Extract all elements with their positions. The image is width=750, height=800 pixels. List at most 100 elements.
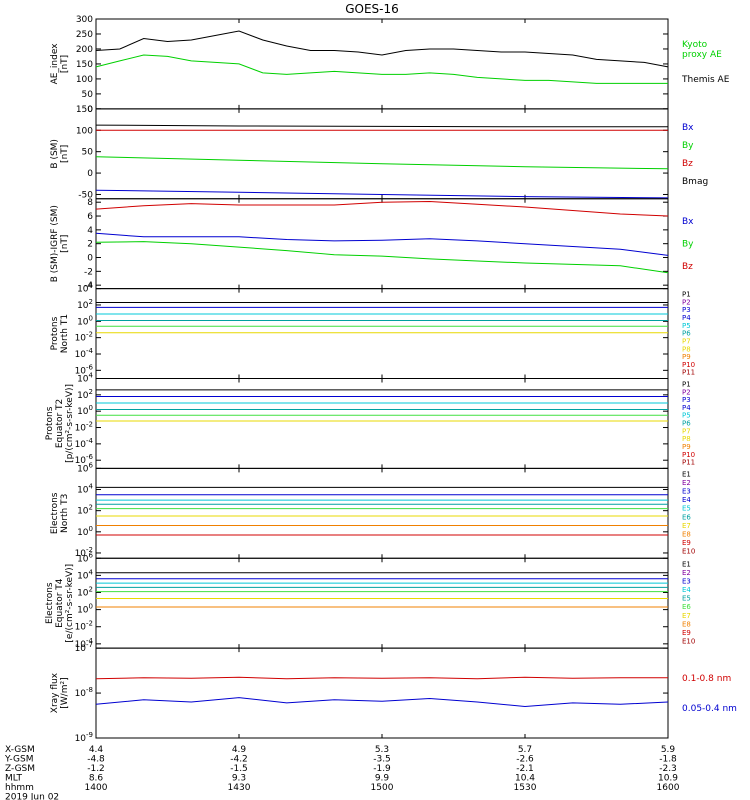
series-line-themis-ae: [95, 30, 669, 68]
panel-frame: [95, 378, 669, 469]
x-axis-row-label: hhmm: [5, 783, 34, 793]
y-tick-label: 0: [87, 254, 93, 264]
legend-label: Bmag: [682, 177, 708, 187]
legend-label: P9: [682, 443, 691, 451]
y-tick-label: -4: [84, 281, 93, 291]
legend-label: 0.1-0.8 nm: [682, 674, 731, 684]
legend-label: E9: [682, 629, 691, 637]
y-tick-label: 2: [87, 240, 93, 250]
y-tick-label: 200: [76, 45, 93, 55]
y-axis-label: B (SM)[nT]: [50, 139, 70, 169]
legend-label: E1: [682, 560, 691, 568]
legend-label: E4: [682, 586, 691, 594]
legend-label: P6: [682, 420, 691, 428]
legend-label: P7: [682, 337, 691, 345]
x-axis-value: 1530: [514, 783, 537, 793]
series-line-by: [95, 156, 669, 170]
legend: Bx By Bz: [682, 217, 694, 272]
legend-label: E1: [682, 470, 691, 478]
legend-label: P2: [682, 298, 691, 306]
y-axis-label: Xray flux[W/m²]: [50, 672, 70, 713]
y-tick-label: 102: [77, 298, 93, 311]
legend-label: P4: [682, 404, 691, 412]
y-tick-label: 10-8: [75, 686, 93, 699]
series-line-kyoto-proxy-ae: [95, 54, 668, 84]
x-axis-value: 5.3: [375, 745, 389, 755]
legend-label: P8: [682, 345, 691, 353]
panel-frame: [95, 18, 669, 110]
series-line-by: [95, 241, 669, 274]
panel-frame: [95, 108, 669, 200]
x-axis-value: 4.4: [89, 745, 104, 755]
y-tick-label: 10-7: [75, 641, 93, 654]
x-axis-row-label: X-GSM: [5, 745, 35, 755]
y-tick-label: 106: [77, 461, 93, 474]
y-tick-label: 106: [77, 551, 93, 564]
series-line-bx: [95, 232, 669, 256]
y-tick-label: 6: [87, 212, 93, 222]
x-axis-value: -4.2: [230, 755, 248, 765]
y-tick-label: 104: [77, 483, 93, 496]
y-tick-label: 104: [77, 568, 93, 581]
y-tick-label: 10-4: [75, 437, 94, 450]
legend-label: By: [682, 141, 694, 151]
legend-label: P11: [682, 369, 695, 377]
y-tick-label: 0: [87, 169, 93, 179]
y-tick-label: 10-9: [75, 731, 93, 744]
x-axis-value: -1.8: [659, 755, 677, 765]
legend-label: P3: [682, 396, 691, 404]
y-axis-label: ElectronsNorth T3: [50, 492, 70, 534]
legend: Bx By Bz Bmag: [682, 123, 708, 187]
panel-frame: [95, 647, 669, 739]
series-line-bz: [95, 200, 669, 217]
y-tick-label: 100: [77, 404, 93, 417]
y-tick-label: 10-6: [75, 453, 94, 466]
x-axis-value: -2.6: [516, 755, 534, 765]
legend-label: E6: [682, 603, 691, 611]
legend: 0.1-0.8 nm 0.05-0.4 nm: [682, 674, 737, 714]
x-axis-table: X-GSM 4.4 4.9 5.3 5.7 5.9 Y-GSM -4.8 -4.2 -3.5 -2.…: [4, 745, 680, 800]
plot-title: GOES-16: [345, 2, 399, 16]
series-line-0-05-0-4-nm: [95, 697, 669, 708]
y-tick-label: 8: [87, 198, 93, 208]
legend-label: E8: [682, 530, 691, 538]
panel-pn: 104 102 100 10-2 10-4 10-6 ProtonsNorth T1 P1P2…: [50, 282, 695, 379]
legend-label: P1: [682, 381, 691, 389]
legend-label: Themis AE: [681, 75, 730, 85]
series-line-bmag: [95, 124, 668, 128]
date-label: 2019 Jun 02: [5, 793, 59, 800]
y-tick-label: 10-4: [75, 637, 94, 650]
x-axis-value: -2.1: [516, 764, 534, 774]
legend-label: P7: [682, 427, 691, 435]
legend-label: P3: [682, 306, 691, 314]
y-tick-label: 250: [76, 30, 93, 40]
legend-label: E5: [682, 505, 691, 513]
legend-label: P10: [682, 361, 695, 369]
y-axis-label: B (SM)-IGRF (SM)[nT]: [50, 205, 70, 282]
series-line-bx: [95, 189, 669, 199]
x-axis-row-label: Y-GSM: [4, 755, 33, 765]
x-axis-value: 4.9: [232, 745, 247, 755]
x-axis-value: -2.3: [659, 764, 677, 774]
y-tick-label: 0: [87, 105, 93, 115]
x-axis-value: -4.8: [87, 755, 105, 765]
panel-bdiff: 8 6 4 2 0 -2 -4 B (SM)-IGRF (SM)[nT] Bx By Bz: [50, 198, 694, 291]
legend-label: P1: [682, 291, 691, 299]
y-tick-label: 100: [77, 314, 93, 327]
y-tick-label: 50: [82, 148, 94, 158]
legend-label: Bz: [682, 262, 693, 272]
legend-label: proxy AE: [682, 50, 722, 60]
x-axis-value: 5.9: [661, 745, 676, 755]
x-axis-value: 1500: [371, 783, 394, 793]
legend-label: E10: [682, 638, 695, 646]
x-axis-row-label: MLT: [5, 774, 23, 784]
legend-label: E9: [682, 539, 691, 547]
legend-label: P8: [682, 435, 691, 443]
legend-label: E2: [682, 569, 691, 577]
x-axis-value: 8.6: [89, 774, 104, 784]
